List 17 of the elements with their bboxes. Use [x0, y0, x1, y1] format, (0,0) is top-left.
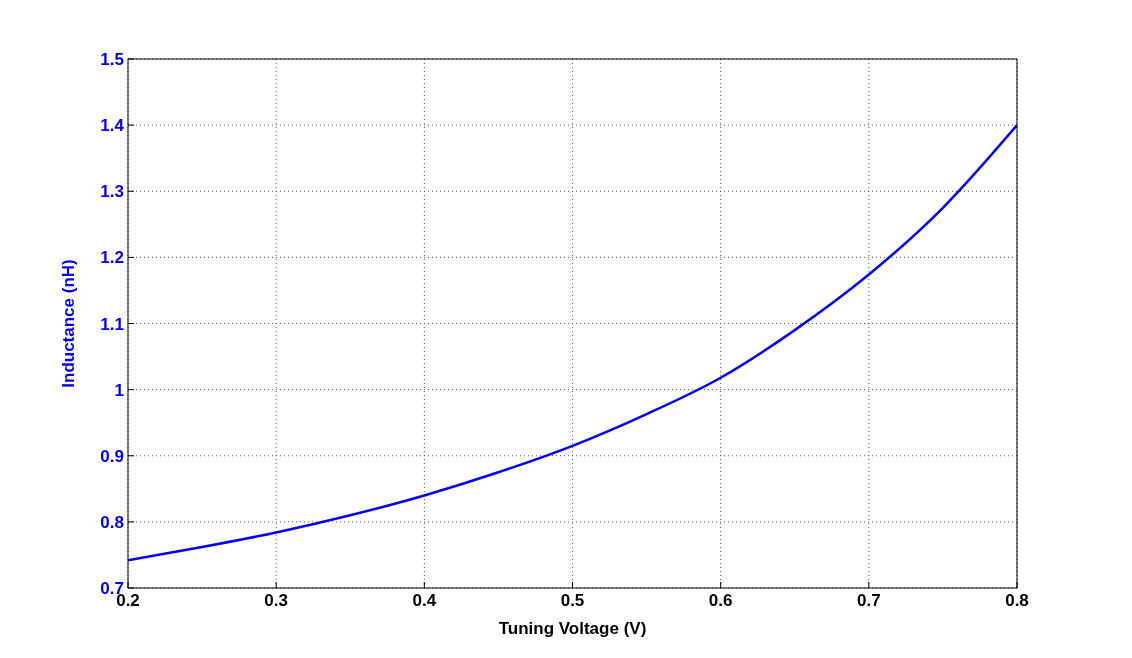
y-tick-label: 1.2 — [100, 248, 124, 268]
y-tick-label: 0.8 — [100, 512, 124, 532]
y-axis-title: Inductance (nH) — [59, 259, 79, 388]
y-tick-label: 1.1 — [100, 314, 124, 334]
x-tick-label: 0.6 — [708, 591, 733, 611]
x-tick-label: 0.7 — [857, 591, 881, 611]
x-tick-label: 0.4 — [412, 591, 437, 611]
x-tick-label: 0.3 — [264, 591, 288, 611]
x-axis-title: Tuning Voltage (V) — [498, 619, 647, 638]
y-tick-label: 1 — [114, 380, 124, 400]
y-tick-label: 0.9 — [100, 446, 124, 466]
line-series — [128, 123, 1017, 562]
y-tick-label: 1.5 — [100, 50, 124, 70]
y-tick-label: 1.3 — [100, 182, 124, 202]
x-tick-label: 0.5 — [560, 591, 585, 611]
x-tick-label: 0.8 — [1005, 591, 1029, 611]
y-tick-label: 1.4 — [100, 116, 125, 136]
